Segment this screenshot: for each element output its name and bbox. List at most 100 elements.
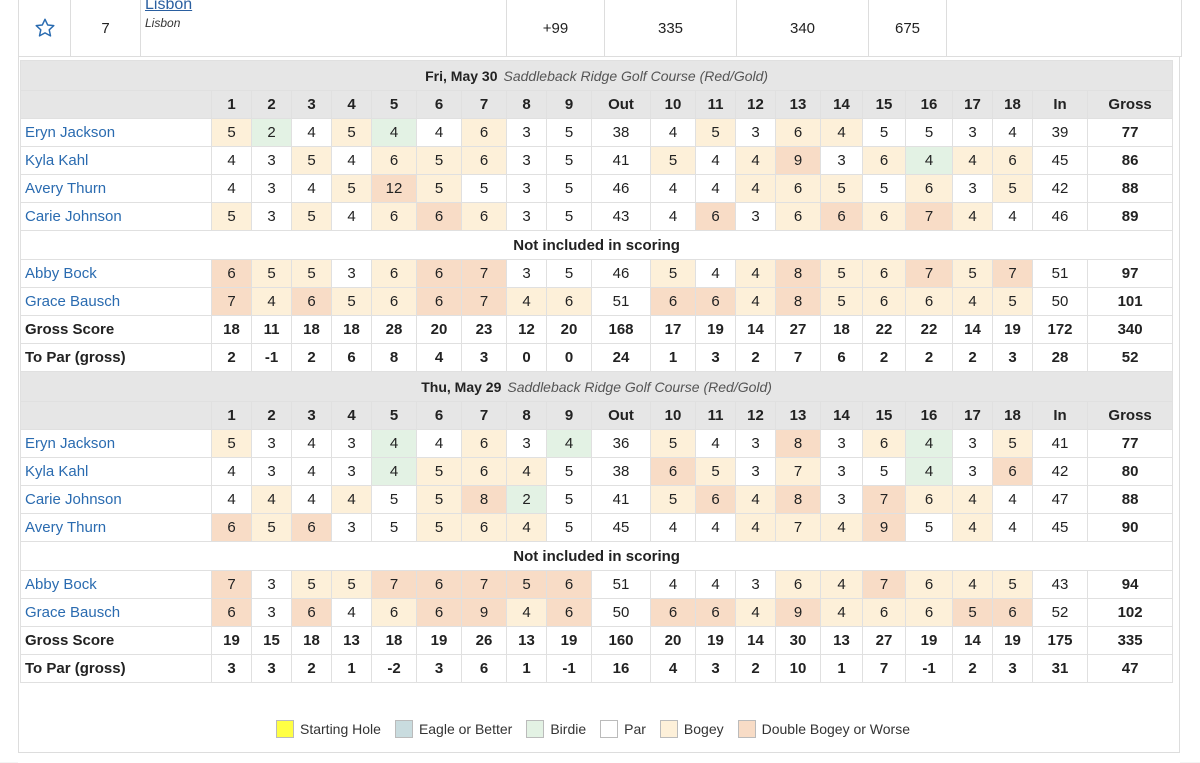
total-cell: 31 bbox=[1032, 654, 1088, 683]
score-cell: 89 bbox=[1086, 202, 1174, 231]
hole-header: 17 bbox=[952, 90, 993, 119]
score-cell: 3 bbox=[506, 429, 547, 458]
score-cell: 6 bbox=[416, 202, 462, 231]
score-cell: 4 bbox=[211, 146, 252, 175]
legend-label: Starting Hole bbox=[300, 721, 381, 737]
player-name-link[interactable]: Avery Thurn bbox=[20, 513, 212, 542]
score-cell: 4 bbox=[735, 174, 776, 203]
player-name-link[interactable]: Abby Bock bbox=[20, 570, 212, 599]
hole-header: 5 bbox=[371, 90, 417, 119]
hole-header: 4 bbox=[331, 90, 372, 119]
score-cell: 5 bbox=[820, 287, 863, 316]
score-cell: 6 bbox=[862, 202, 906, 231]
score-cell: 6 bbox=[992, 146, 1033, 175]
total-cell: 8 bbox=[371, 343, 417, 372]
total-cell: 18 bbox=[820, 315, 863, 344]
not-included-label: Not included in scoring bbox=[19, 541, 1174, 571]
score-cell: 3 bbox=[506, 174, 547, 203]
team-row-spacer bbox=[947, 0, 1181, 56]
total-cell: 6 bbox=[820, 343, 863, 372]
hole-header: 14 bbox=[820, 401, 863, 430]
score-cell: 5 bbox=[992, 174, 1033, 203]
legend-item: Par bbox=[600, 720, 646, 738]
score-cell: 3 bbox=[820, 485, 863, 514]
total-cell: 175 bbox=[1032, 626, 1088, 655]
total-cell: 19 bbox=[546, 626, 592, 655]
legend-item: Eagle or Better bbox=[394, 720, 512, 738]
score-cell: 38 bbox=[591, 457, 651, 486]
player-name-link[interactable]: Eryn Jackson bbox=[20, 429, 212, 458]
score-cell: 6 bbox=[905, 287, 953, 316]
score-cell: 6 bbox=[650, 457, 696, 486]
hole-header: Out bbox=[591, 401, 651, 430]
score-cell: 6 bbox=[650, 287, 696, 316]
score-cell: 3 bbox=[251, 202, 292, 231]
total-cell: 7 bbox=[862, 654, 906, 683]
legend-swatch bbox=[394, 720, 413, 738]
score-cell: 5 bbox=[650, 259, 696, 288]
score-cell: 3 bbox=[506, 146, 547, 175]
score-cell: 5 bbox=[416, 485, 462, 514]
player-name-link[interactable]: Grace Bausch bbox=[20, 287, 212, 316]
score-cell: 3 bbox=[331, 457, 372, 486]
total-cell: 4 bbox=[416, 343, 462, 372]
score-cell: 4 bbox=[251, 485, 292, 514]
score-cell: 8 bbox=[775, 429, 821, 458]
player-row: Eryn Jackson 5 2 4 5 4 4 6 3 5 38 4 5 3 6 4 5 5 3 4 39 77 bbox=[20, 118, 1174, 147]
score-cell: 9 bbox=[461, 598, 507, 627]
score-cell: 6 bbox=[371, 146, 417, 175]
total-cell: 1 bbox=[650, 343, 696, 372]
score-cell: 6 bbox=[461, 202, 507, 231]
score-cell: 6 bbox=[775, 118, 821, 147]
hole-header: 5 bbox=[371, 401, 417, 430]
score-cell: 4 bbox=[992, 485, 1033, 514]
hole-header: 8 bbox=[506, 401, 547, 430]
legend-swatch bbox=[600, 720, 619, 738]
player-name-link[interactable]: Carie Johnson bbox=[20, 485, 212, 514]
player-name-link[interactable]: Kyla Kahl bbox=[20, 146, 212, 175]
total-cell: 1 bbox=[506, 654, 547, 683]
total-cell: 27 bbox=[862, 626, 906, 655]
player-name-link[interactable]: Avery Thurn bbox=[20, 174, 212, 203]
score-cell: 6 bbox=[211, 513, 252, 542]
team-position: 7 bbox=[71, 0, 141, 56]
favorite-star-icon[interactable] bbox=[19, 0, 71, 56]
score-cell: 5 bbox=[992, 570, 1033, 599]
team-name-link[interactable]: Lisbon bbox=[145, 0, 193, 13]
score-cell: 5 bbox=[546, 146, 592, 175]
hole-header: 2 bbox=[251, 90, 292, 119]
player-name-link[interactable]: Kyla Kahl bbox=[20, 457, 212, 486]
score-cell: 6 bbox=[371, 202, 417, 231]
legend-item: Double Bogey or Worse bbox=[737, 720, 910, 738]
score-cell: 50 bbox=[591, 598, 651, 627]
team-row[interactable]: 7 Lisbon Lisbon +99 335 340 675 bbox=[18, 0, 1182, 57]
score-cell: 4 bbox=[735, 146, 776, 175]
player-name-link[interactable]: Eryn Jackson bbox=[20, 118, 212, 147]
score-cell: 5 bbox=[546, 485, 592, 514]
total-cell: 14 bbox=[952, 626, 993, 655]
hole-header: 1 bbox=[211, 401, 252, 430]
player-name-link[interactable]: Carie Johnson bbox=[20, 202, 212, 231]
total-cell: 18 bbox=[291, 315, 332, 344]
total-cell: 14 bbox=[735, 626, 776, 655]
next-row-edge bbox=[18, 752, 1180, 763]
total-cell: 20 bbox=[650, 626, 696, 655]
total-cell: 2 bbox=[211, 343, 252, 372]
legend-label: Par bbox=[624, 721, 646, 737]
total-cell: 20 bbox=[416, 315, 462, 344]
score-cell: 5 bbox=[546, 118, 592, 147]
score-cell: 5 bbox=[546, 174, 592, 203]
player-name-link[interactable]: Abby Bock bbox=[20, 259, 212, 288]
player-name-link[interactable]: Grace Bausch bbox=[20, 598, 212, 627]
score-cell: 6 bbox=[862, 429, 906, 458]
score-cell: 51 bbox=[1032, 259, 1088, 288]
score-cell: 4 bbox=[291, 429, 332, 458]
score-cell: 4 bbox=[331, 146, 372, 175]
header-blank bbox=[20, 90, 212, 119]
score-cell: 4 bbox=[735, 259, 776, 288]
total-cell: 13 bbox=[331, 626, 372, 655]
score-cell: 4 bbox=[650, 202, 696, 231]
score-cell: 4 bbox=[952, 146, 993, 175]
score-cell: 51 bbox=[591, 287, 651, 316]
